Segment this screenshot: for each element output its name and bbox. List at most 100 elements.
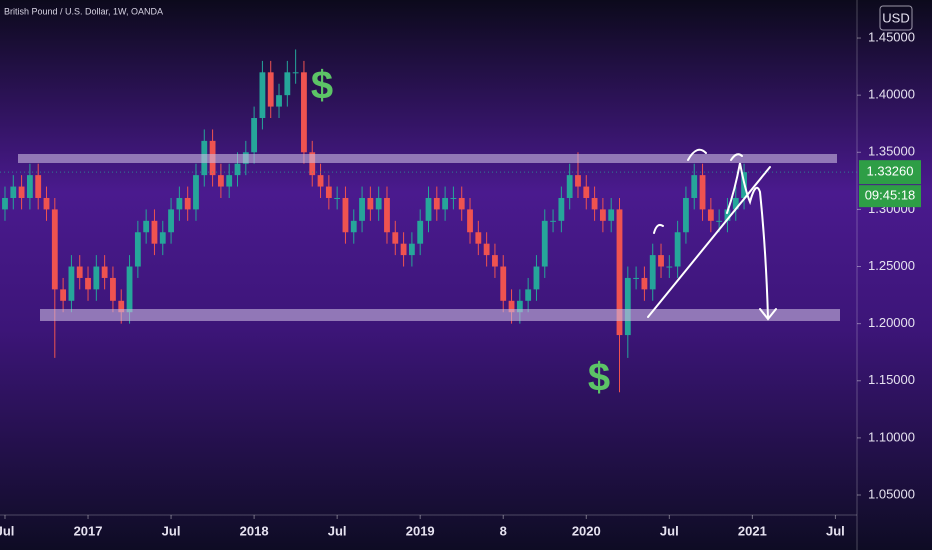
- y-tick-label: 1.35000: [868, 144, 915, 159]
- candle-body: [325, 186, 332, 198]
- candle-body: [483, 243, 490, 256]
- candle-body: [599, 209, 606, 221]
- x-tick-label: Jul: [826, 523, 845, 538]
- candle-body: [525, 289, 532, 301]
- candle-body: [450, 197, 457, 199]
- candle-body: [658, 255, 664, 267]
- candle-body: [583, 186, 590, 198]
- candle-body: [674, 232, 681, 267]
- countdown: 09:45:18: [865, 188, 916, 203]
- candle-body: [566, 175, 573, 198]
- candle-body: [492, 255, 498, 267]
- arrow-head: [759, 308, 777, 321]
- y-tick-label: 1.25000: [868, 258, 915, 273]
- candle-body: [475, 232, 482, 244]
- candle-body: [226, 175, 233, 187]
- candle-body: [2, 197, 8, 210]
- candle-body: [641, 277, 648, 290]
- candle-body: [292, 72, 299, 74]
- currency-box[interactable]: [879, 5, 913, 31]
- candle-body: [143, 220, 150, 233]
- candle-body: [193, 175, 199, 210]
- candle-body: [616, 209, 623, 336]
- candle-body: [558, 197, 565, 221]
- candle-body: [624, 277, 631, 336]
- candle-body: [699, 175, 706, 210]
- candle-body: [633, 277, 640, 279]
- y-tick-label: 1.05000: [868, 486, 915, 501]
- candle-body: [649, 255, 656, 290]
- candle-body: [608, 209, 615, 221]
- annotation: $: [311, 64, 333, 108]
- candle-body: [334, 197, 341, 199]
- x-tick-label: Jul: [660, 523, 679, 538]
- annotation: $: [588, 356, 610, 400]
- x-tick-label: 2021: [738, 523, 767, 538]
- peak-mark: [687, 148, 707, 161]
- candle-body: [217, 175, 224, 187]
- y-tick-label: 1.15000: [868, 372, 915, 387]
- candle-body: [375, 197, 382, 210]
- candle-body: [85, 277, 91, 290]
- x-tick-label: 2018: [240, 523, 269, 538]
- x-tick-label: 2017: [74, 523, 103, 538]
- candle-body: [18, 186, 25, 198]
- candle-body: [284, 72, 291, 96]
- candle-body: [359, 197, 365, 221]
- candle-body: [350, 220, 357, 233]
- candle-body: [716, 220, 723, 222]
- candle-body: [666, 266, 673, 268]
- y-tick-label: 1.40000: [868, 87, 915, 102]
- countdown-box: [859, 185, 921, 208]
- candle-body: [309, 152, 316, 176]
- candle-body: [68, 266, 75, 301]
- x-tick-label: 2019: [406, 523, 435, 538]
- candle-body: [367, 197, 374, 210]
- x-tick-label: 8: [500, 523, 507, 538]
- candle-body: [400, 243, 407, 256]
- candle-body: [691, 175, 698, 198]
- candle-body: [134, 232, 141, 267]
- candle-body: [342, 197, 349, 233]
- candle-body: [159, 232, 166, 244]
- candle-body: [267, 72, 274, 107]
- candle-body: [408, 243, 415, 256]
- candle-body: [516, 300, 523, 313]
- candle-body: [433, 197, 440, 210]
- resistance-zone: [18, 154, 837, 163]
- candle-body: [707, 209, 714, 221]
- x-tick-label: Jul: [162, 523, 181, 538]
- candle-body: [732, 197, 739, 210]
- candle-body: [10, 186, 17, 198]
- y-tick-label: 1.45000: [868, 29, 915, 44]
- candle-body: [51, 209, 58, 290]
- drawings: [647, 148, 777, 321]
- candle-body: [276, 95, 282, 107]
- last-price-label: 1.33260: [867, 164, 914, 179]
- candle-body: [417, 220, 424, 244]
- candle-body: [591, 197, 598, 210]
- candle-body: [26, 175, 33, 198]
- projection: [726, 162, 769, 319]
- candle-body: [168, 209, 174, 233]
- peak-mark: [730, 153, 743, 161]
- candle-body: [575, 175, 581, 187]
- currency[interactable]: USD: [882, 10, 909, 25]
- candle-body: [442, 197, 449, 210]
- candle-body: [93, 266, 100, 290]
- last-price-box: [859, 160, 921, 185]
- candle-body: [533, 266, 540, 290]
- candle-body: [118, 300, 125, 313]
- candle-body: [259, 72, 266, 119]
- chart-title: British Pound / U.S. Dollar, 1W, OANDA: [4, 6, 163, 16]
- candle-body: [35, 175, 42, 198]
- candle-body: [251, 118, 258, 153]
- candle-body: [392, 232, 399, 244]
- candle-body: [43, 197, 50, 210]
- candle-body: [76, 266, 83, 278]
- candle-body: [126, 266, 133, 313]
- candle-body: [384, 197, 390, 233]
- candle-body: [425, 197, 432, 221]
- trend-line: [647, 166, 771, 318]
